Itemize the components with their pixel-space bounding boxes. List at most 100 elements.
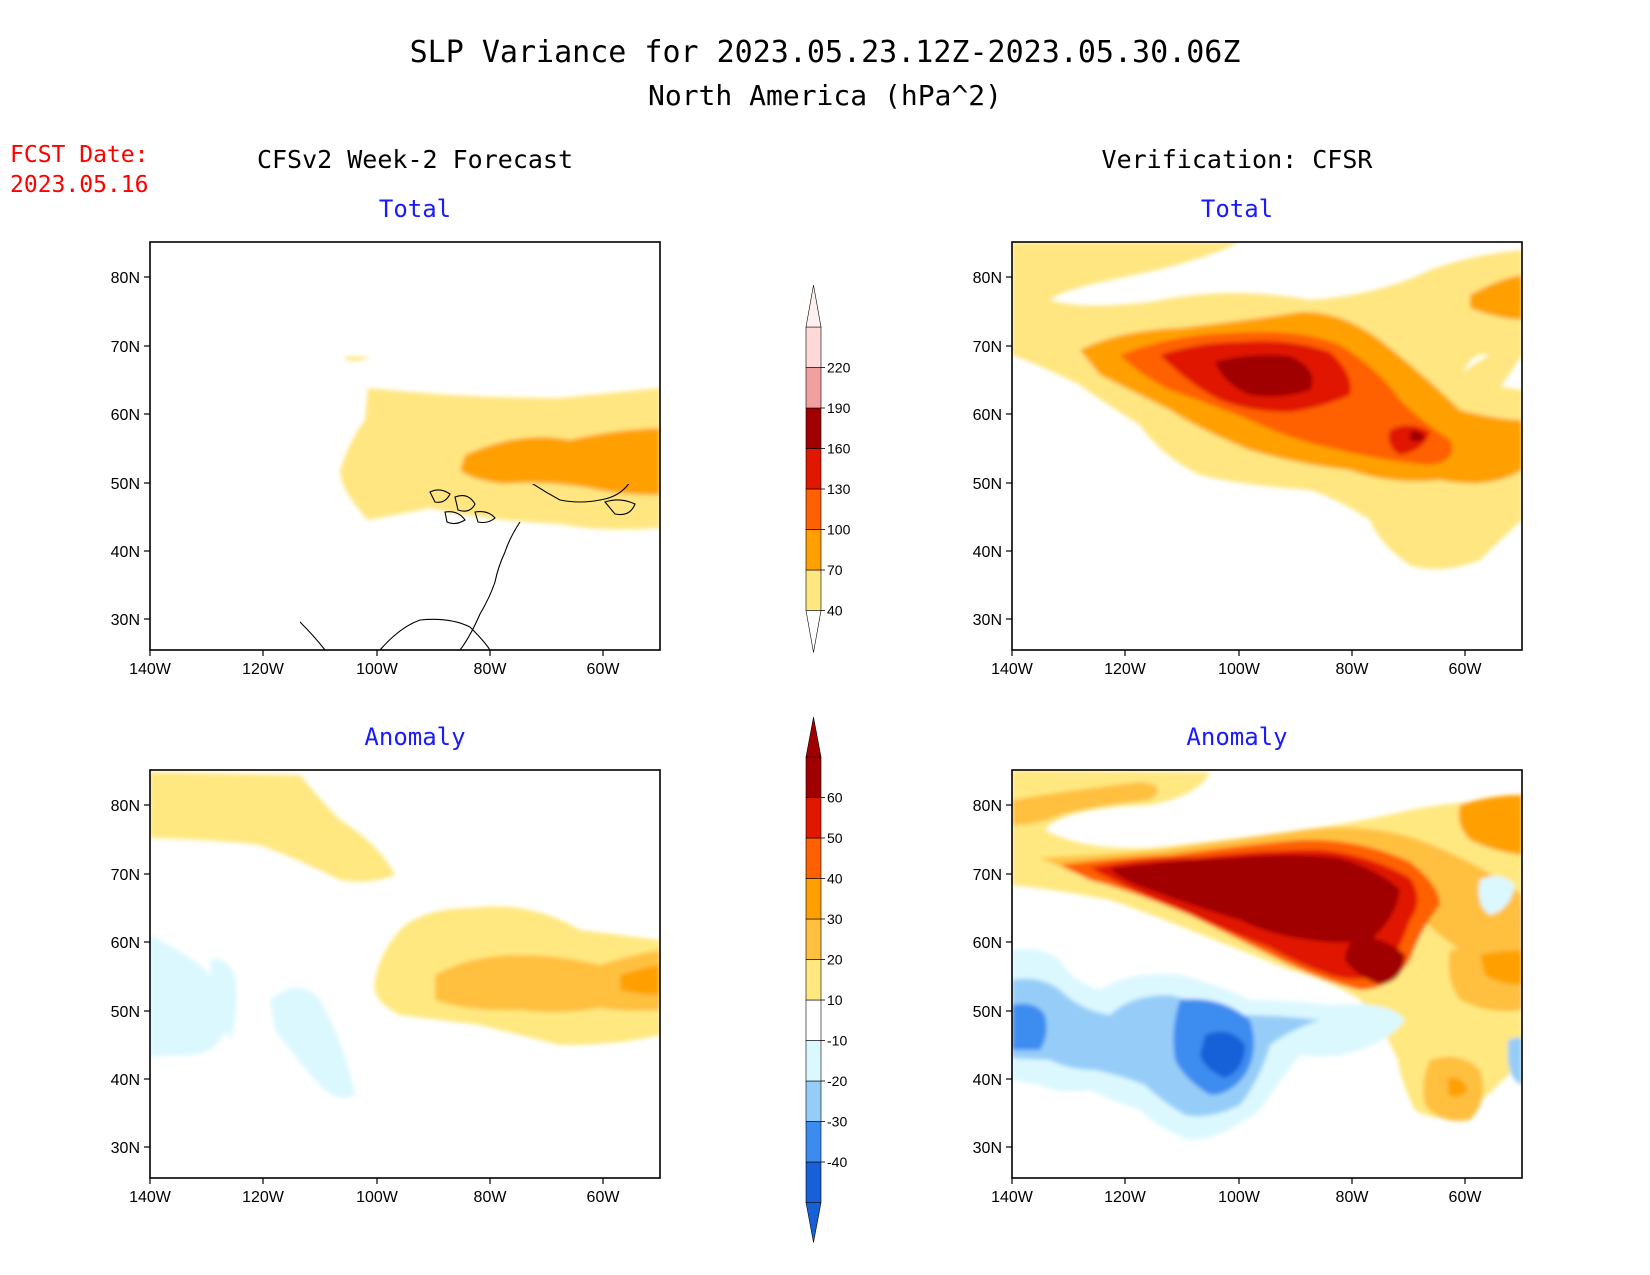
frame-forecast-total	[149, 241, 661, 651]
lat-tick-label: 80N	[111, 270, 140, 287]
lon-tick-label: 140W	[129, 661, 172, 678]
lon-tick-label: 80W	[1336, 661, 1370, 678]
colorbar-label: -20	[827, 1073, 847, 1089]
lon-tick-label: 60W	[587, 661, 621, 678]
lon-tick-label: 100W	[356, 661, 399, 678]
colorbar-segment	[805, 1080, 822, 1122]
lon-tick-label: 140W	[991, 661, 1034, 678]
colorbar-label: 10	[827, 992, 843, 1008]
frame-verification-total	[1011, 241, 1523, 651]
figure-subtitle: North America (hPa^2)	[648, 79, 1002, 112]
fcst-date-value: 2023.05.16	[10, 172, 148, 198]
colorbar-segment	[805, 326, 822, 368]
lon-tick-label: 140W	[129, 1189, 172, 1206]
colorbar-label: 220	[827, 360, 851, 376]
colorbar-segment	[805, 1161, 822, 1203]
frame-forecast-anomaly	[149, 769, 661, 1179]
fcst-date-label: FCST Date:	[10, 142, 148, 168]
colorbar-segment	[805, 999, 822, 1041]
colorbar-segment	[805, 797, 822, 839]
colorbar-label: 40	[827, 603, 843, 619]
map-forecast-anomaly	[150, 772, 660, 1098]
colorbar-segment	[805, 959, 822, 1001]
lat-tick-label: 30N	[973, 1140, 1002, 1157]
lon-tick-label: 80W	[1336, 1189, 1370, 1206]
colorbar-bottom-triangle	[805, 1202, 822, 1243]
lat-tick-label: 40N	[111, 1072, 140, 1089]
colorbar-segment	[805, 878, 822, 920]
colorbar-segment	[805, 448, 822, 490]
lat-tick-label: 60N	[111, 935, 140, 952]
lat-tick-label: 50N	[111, 476, 140, 493]
lat-tick-label: 70N	[111, 867, 140, 884]
lat-tick-label: 50N	[973, 476, 1002, 493]
column-title-verification: Verification: CFSR	[1102, 145, 1374, 174]
colorbar-segment	[805, 529, 822, 571]
colorbar-label: -10	[827, 1033, 847, 1049]
colorbar-segment	[805, 1121, 822, 1163]
colorbar-segment	[805, 488, 822, 530]
colorbar-label: 40	[827, 871, 843, 887]
lat-tick-label: 40N	[973, 544, 1002, 561]
colorbar-total: 40 70 100 130 160 190 220	[805, 284, 851, 653]
colorbar-label: 160	[827, 441, 851, 457]
lon-tick-label: 120W	[242, 1189, 285, 1206]
coastlines	[300, 484, 636, 651]
colorbar-top-triangle	[805, 716, 822, 758]
lon-tick-label: 80W	[474, 1189, 508, 1206]
panel-title-forecast-anomaly: Anomaly	[364, 723, 465, 751]
lon-tick-label: 140W	[991, 1189, 1034, 1206]
colorbar-segment	[805, 1040, 822, 1082]
lon-tick-label: 120W	[242, 661, 285, 678]
colorbar-segment	[805, 407, 822, 449]
lon-tick-label: 60W	[587, 1189, 621, 1206]
colorbar-label: 20	[827, 952, 843, 968]
lon-tick-label: 60W	[1449, 1189, 1483, 1206]
lat-tick-label: 40N	[973, 1072, 1002, 1089]
lat-tick-label: 40N	[111, 544, 140, 561]
lat-tick-label: 70N	[111, 339, 140, 356]
panel-title-verification-anomaly: Anomaly	[1186, 723, 1287, 751]
map-verification-total	[1012, 242, 1522, 569]
coastline-forecast-total	[300, 484, 636, 651]
colorbar-segment	[805, 756, 822, 798]
lat-tick-label: 60N	[973, 935, 1002, 952]
axes-verification-total: 80N 70N 60N 50N 40N 30N 140W 120W 100W 80W 60W	[973, 270, 1483, 678]
lon-tick-label: 100W	[1218, 1189, 1261, 1206]
colorbar-label: 60	[827, 790, 843, 806]
lat-tick-label: 80N	[111, 798, 140, 815]
lon-tick-label: 100W	[356, 1189, 399, 1206]
lat-tick-label: 30N	[973, 612, 1002, 629]
colorbar-label: 70	[827, 562, 843, 578]
lat-tick-label: 30N	[111, 1140, 140, 1157]
colorbar-label: -30	[827, 1114, 847, 1130]
lat-tick-label: 50N	[111, 1004, 140, 1021]
panel-title-verification-total: Total	[1201, 195, 1273, 223]
colorbar-label: 100	[827, 522, 851, 538]
colorbar-label: 30	[827, 911, 843, 927]
lon-tick-label: 80W	[474, 661, 508, 678]
colorbar-label: 50	[827, 830, 843, 846]
axes-verification-anomaly: 80N 70N 60N 50N 40N 30N 140W 120W 100W 80W 60W	[973, 798, 1483, 1206]
colorbar-label: -40	[827, 1154, 847, 1170]
lon-tick-label: 60W	[1449, 661, 1483, 678]
colorbar-segment	[805, 837, 822, 879]
colorbar-segment	[805, 918, 822, 960]
colorbar-bottom-triangle	[805, 610, 822, 653]
colorbar-anomaly: -40 -30 -20 -10 10 20 30 40 50 60	[805, 716, 847, 1243]
axes-forecast-anomaly: 80N 70N 60N 50N 40N 30N 140W 120W 100W 80W 60W	[111, 798, 621, 1206]
lon-tick-label: 120W	[1104, 661, 1147, 678]
colorbar-segment	[805, 367, 822, 409]
lat-tick-label: 70N	[973, 339, 1002, 356]
frame-verification-anomaly	[1011, 769, 1523, 1179]
colorbar-label: 190	[827, 400, 851, 416]
lon-tick-label: 120W	[1104, 1189, 1147, 1206]
lat-tick-label: 60N	[973, 407, 1002, 424]
axes-forecast-total: 80N 70N 60N 50N 40N 30N 140W 120W 100W 80W 60W	[111, 270, 621, 678]
figure-title: SLP Variance for 2023.05.23.12Z-2023.05.…	[410, 35, 1241, 70]
lat-tick-label: 70N	[973, 867, 1002, 884]
lon-tick-label: 100W	[1218, 661, 1261, 678]
map-forecast-total	[340, 356, 660, 530]
colorbar-top-triangle	[805, 284, 822, 328]
lat-tick-label: 80N	[973, 798, 1002, 815]
